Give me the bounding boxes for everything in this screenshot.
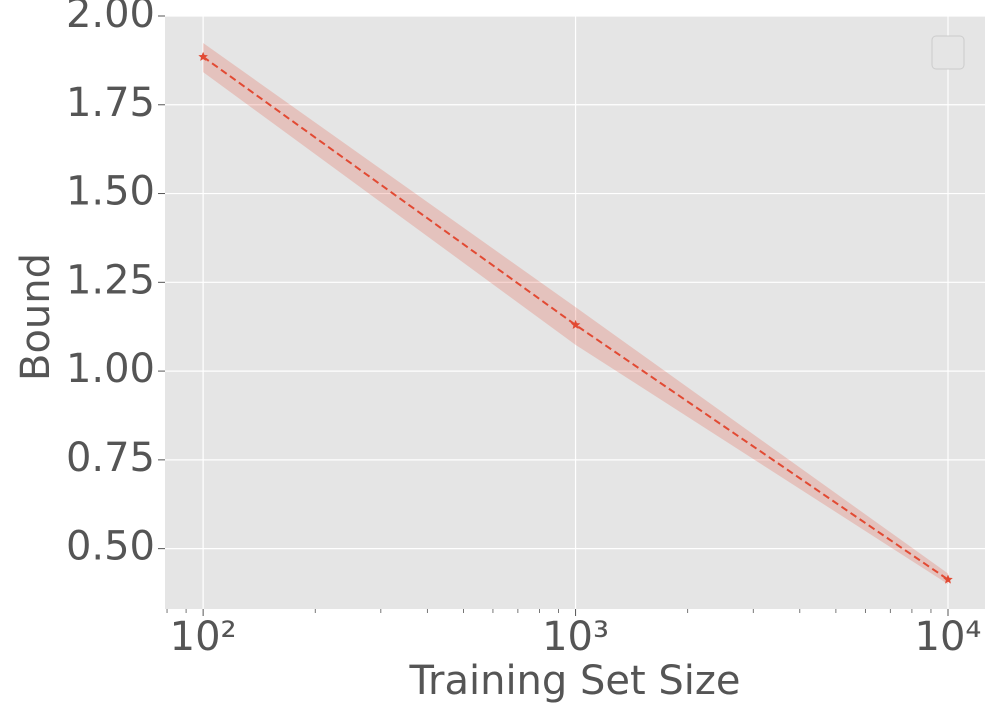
marker [943, 574, 953, 584]
y-tick-label: 0.50 [66, 524, 155, 570]
confidence-band [203, 42, 949, 585]
y-tick-label: 2.00 [66, 0, 155, 37]
x-tick-label: 10² [170, 614, 237, 660]
y-tick-label: 0.75 [66, 435, 155, 481]
x-tick-label: 10⁴ [915, 614, 982, 660]
marker [198, 51, 208, 61]
x-axis-label: Training Set Size [408, 658, 740, 704]
line [202, 56, 949, 581]
y-axis-label: Bound [13, 253, 59, 381]
marker [570, 319, 581, 329]
y-tick-label: 1.25 [66, 257, 155, 303]
y-tick-label: 1.50 [66, 169, 155, 215]
y-tick-label: 1.75 [66, 80, 155, 126]
legend-box [931, 35, 965, 70]
y-tick-label: 1.00 [66, 346, 155, 392]
x-tick-label: 10³ [542, 614, 609, 660]
